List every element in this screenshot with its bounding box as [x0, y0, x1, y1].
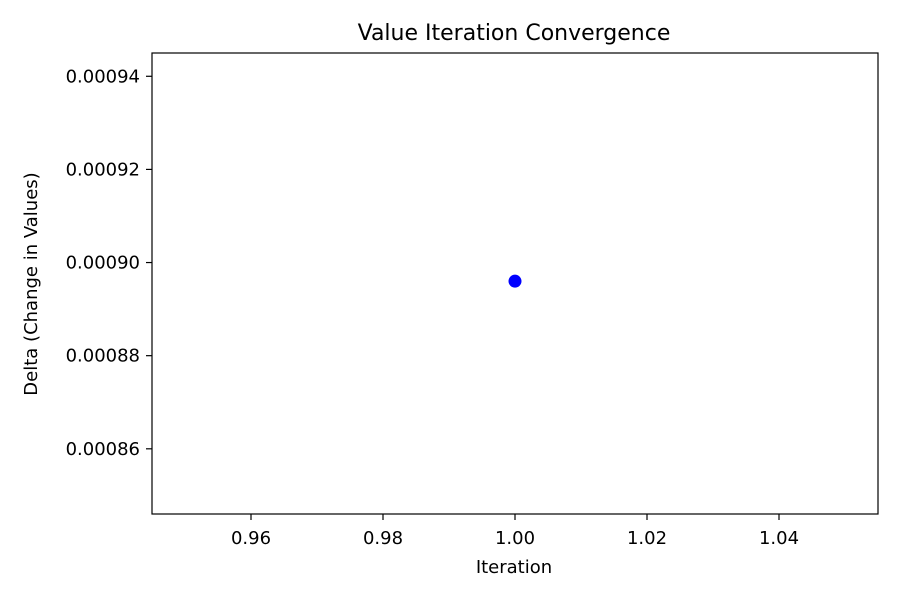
chart-title: Value Iteration Convergence — [358, 21, 671, 46]
y-tick-label: 0.00092 — [66, 159, 140, 180]
x-tick-label: 1.02 — [627, 528, 667, 549]
y-axis-ticks: 0.00086 0.00088 0.00090 0.00092 0.00094 — [66, 66, 152, 460]
x-tick-label: 0.98 — [363, 528, 403, 549]
y-tick-label: 0.00094 — [66, 66, 140, 87]
plot-marks — [508, 274, 522, 288]
x-tick-label: 0.96 — [231, 528, 271, 549]
plot-area-frame — [151, 52, 879, 515]
scatter-point — [508, 274, 522, 288]
x-tick-label: 1.00 — [495, 528, 535, 549]
y-axis-label: Delta (Change in Values) — [21, 172, 42, 395]
x-axis-ticks: 0.96 0.98 1.00 1.02 1.04 — [231, 514, 799, 549]
x-axis-label: Iteration — [476, 557, 552, 578]
y-tick-label: 0.00090 — [66, 253, 140, 274]
y-tick-label: 0.00086 — [66, 439, 140, 460]
y-tick-label: 0.00088 — [66, 346, 140, 367]
x-tick-label: 1.04 — [759, 528, 799, 549]
